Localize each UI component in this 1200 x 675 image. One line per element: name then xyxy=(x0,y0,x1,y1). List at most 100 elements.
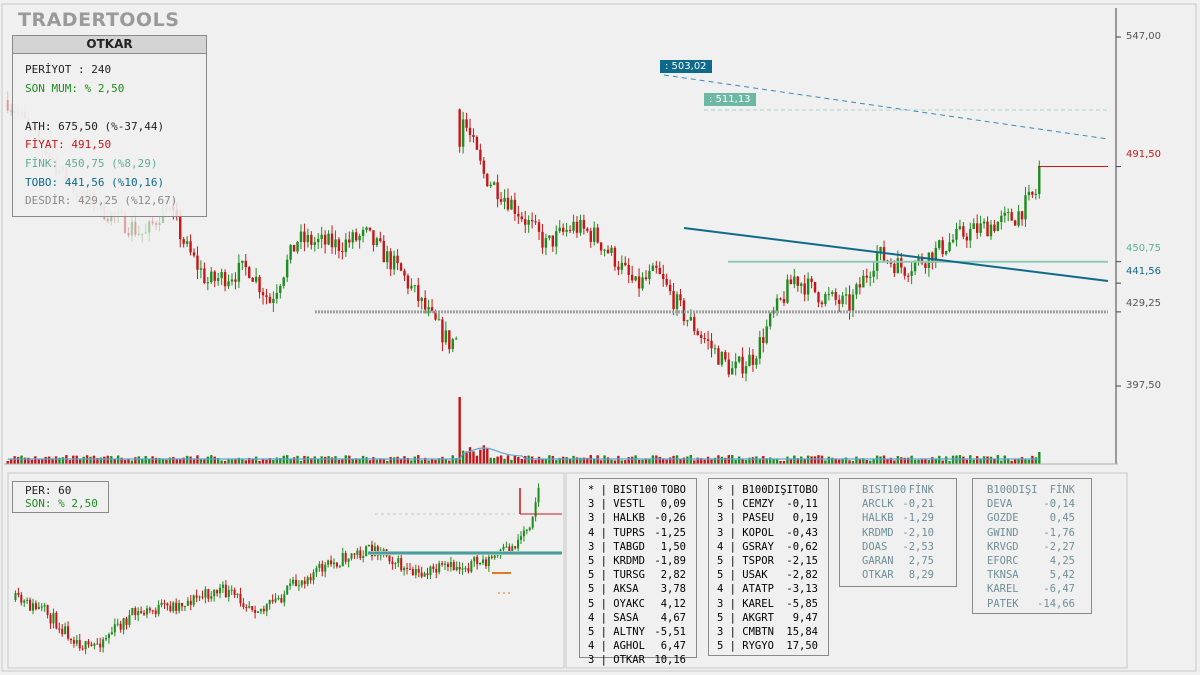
table-row: 5 | USAK -2,82 xyxy=(709,568,828,582)
volume-bar xyxy=(762,456,765,464)
candle-body xyxy=(789,279,793,285)
volume-bar xyxy=(534,459,537,464)
table-body: 3 | VESTL 0,09 3 | HALKB -0,26 4 | TUPRS -1,2… xyxy=(580,497,696,667)
projection-tag-upper: : 503,02 xyxy=(660,60,712,73)
mini-candle-body xyxy=(265,604,268,612)
candle-body xyxy=(734,361,737,369)
candle-body xyxy=(344,239,348,252)
mini-candle-body xyxy=(455,566,458,571)
table-cell-value: 17,50 xyxy=(786,640,818,653)
candle-body xyxy=(979,223,982,233)
volume-bar xyxy=(241,459,244,464)
volume-bar xyxy=(468,447,472,464)
volume-bar xyxy=(85,455,89,464)
mini-candle-body xyxy=(271,599,274,602)
volume-bar xyxy=(872,458,875,464)
indicator-lines xyxy=(315,74,1109,314)
volume-bar xyxy=(882,455,886,464)
candle-body xyxy=(613,247,617,267)
candle-body xyxy=(396,255,399,264)
table-cell-symbol: HALKB xyxy=(862,512,894,525)
candle-body xyxy=(624,262,627,266)
volume-bar xyxy=(969,455,972,464)
mini-candle-body xyxy=(444,563,447,565)
table-row: KAREL -6,47 xyxy=(973,582,1091,596)
candle-body xyxy=(679,294,682,301)
candle-body xyxy=(627,265,630,275)
volume-bar xyxy=(441,456,444,464)
table-row: HALKB -1,29 xyxy=(840,511,956,525)
volume-bar xyxy=(175,458,178,464)
mini-candle-body xyxy=(69,638,73,641)
volume-bar xyxy=(551,455,555,464)
volume-bar xyxy=(344,455,348,464)
mini-candle-body xyxy=(148,608,151,611)
table-cell-value: 6,47 xyxy=(660,640,686,653)
candle-body xyxy=(106,219,109,222)
volume-bar xyxy=(903,457,906,464)
candle-body xyxy=(699,334,703,338)
mini-candle-body xyxy=(356,550,359,555)
candle-body xyxy=(513,199,517,214)
volume-bar xyxy=(955,455,958,464)
mini-candle-body xyxy=(505,546,508,548)
table-row: 5 | KRDMD -1,89 xyxy=(580,554,696,568)
mini-candle-body xyxy=(400,558,403,571)
table-cell-symbol: 5 | TSPOR xyxy=(717,554,774,567)
volume-bar xyxy=(1017,458,1020,464)
mini-candle-body xyxy=(458,566,461,570)
symbol-title: OTKAR xyxy=(13,36,206,54)
candle-body xyxy=(427,307,430,310)
candle-body xyxy=(289,244,292,260)
candle-body xyxy=(127,233,130,236)
candle-body xyxy=(496,182,499,200)
table-row: TKNSA 5,42 xyxy=(973,568,1091,582)
table-row: 3 | OTKAR 10,16 xyxy=(580,653,696,667)
mini-candle-body xyxy=(14,593,17,600)
table-cell-value: -1,89 xyxy=(654,554,686,567)
volume-bar xyxy=(61,457,65,464)
info-tobo: TOBO: 441,56 (%10,16) xyxy=(25,176,165,189)
volume-bar xyxy=(789,458,793,464)
mini-candle-body xyxy=(169,605,172,612)
mini-candle-body xyxy=(286,585,289,595)
volume-bar xyxy=(99,457,103,464)
axis-tick-397: 397,50 xyxy=(1126,380,1161,391)
table-cell-value: -0,43 xyxy=(786,526,818,539)
candle-body xyxy=(444,330,448,343)
mini-candle-body xyxy=(461,568,464,570)
mini-candle-body xyxy=(514,546,517,549)
volume-bar xyxy=(103,456,106,464)
candle-body xyxy=(996,221,1000,232)
mini-candle-body xyxy=(344,553,347,562)
mini-candle-body xyxy=(105,638,108,640)
candle-body xyxy=(158,223,161,225)
candle-body xyxy=(737,356,741,362)
volume-bar xyxy=(27,457,30,464)
volume-bar xyxy=(703,459,706,464)
candle-body xyxy=(313,242,316,245)
table-cell-value: -0,26 xyxy=(654,512,686,525)
volume-bar xyxy=(323,456,327,464)
volume-bar xyxy=(58,457,61,464)
volume-bar xyxy=(803,458,806,464)
table-row: GWIND -1,76 xyxy=(973,526,1091,540)
volume-bar xyxy=(655,455,658,464)
table-cell-value: 15,84 xyxy=(786,625,818,638)
table-row: EFORC 4,25 xyxy=(973,554,1091,568)
table-row: 3 | KOPOL -0,43 xyxy=(709,526,828,540)
candle-body xyxy=(361,229,365,236)
table-b100disi-fink: B100DIŞI FİNK DEVA -0,14 GOZDE 0,45 GWIND -1,7… xyxy=(972,478,1092,614)
volume-bar xyxy=(651,455,655,464)
mini-candle-body xyxy=(84,641,87,650)
candle-body xyxy=(848,294,851,311)
volume-bar xyxy=(724,457,727,464)
mini-candle-body xyxy=(522,530,525,537)
candle-body xyxy=(658,267,661,274)
volume-bar xyxy=(979,459,982,464)
candle-body xyxy=(655,265,658,268)
table-cell-value: -2,27 xyxy=(1043,540,1075,553)
candle-body xyxy=(503,197,506,202)
volume-bar xyxy=(675,455,679,464)
